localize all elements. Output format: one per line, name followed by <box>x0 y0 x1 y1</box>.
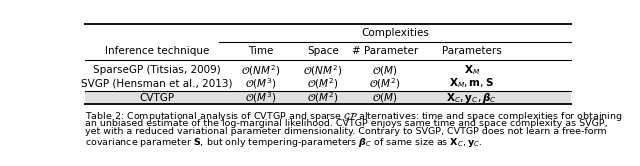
Text: SVGP (Hensman et al., 2013): SVGP (Hensman et al., 2013) <box>81 78 232 88</box>
Bar <box>85 91 571 104</box>
Text: # Parameter: # Parameter <box>352 46 418 56</box>
Text: $\mathcal{O}\left(M^2\right)$: $\mathcal{O}\left(M^2\right)$ <box>369 76 401 91</box>
Text: $\mathcal{O}\left(M\right)$: $\mathcal{O}\left(M\right)$ <box>372 64 398 77</box>
Text: $\mathcal{O}\left(M^2\right)$: $\mathcal{O}\left(M^2\right)$ <box>307 90 339 105</box>
Text: $\mathcal{O}\left(M^3\right)$: $\mathcal{O}\left(M^3\right)$ <box>245 90 276 105</box>
Text: $\mathbf{X}_M, \mathbf{m}, \mathbf{S}$: $\mathbf{X}_M, \mathbf{m}, \mathbf{S}$ <box>449 76 494 90</box>
Text: Time: Time <box>248 46 274 56</box>
Text: $\mathbf{X}_M$: $\mathbf{X}_M$ <box>464 64 480 77</box>
Text: $\mathbf{X}_C, \mathbf{y}_C, \boldsymbol{\beta}_C$: $\mathbf{X}_C, \mathbf{y}_C, \boldsymbol… <box>446 91 497 105</box>
Text: $\mathcal{O}\left(M\right)$: $\mathcal{O}\left(M\right)$ <box>372 91 398 104</box>
Text: Table 2: Computational analysis of CVTGP and sparse $\mathcal{GP}$ alternatives:: Table 2: Computational analysis of CVTGP… <box>85 110 623 123</box>
Text: $\mathcal{O}\left(NM^2\right)$: $\mathcal{O}\left(NM^2\right)$ <box>303 63 342 78</box>
Text: Space: Space <box>307 46 339 56</box>
Text: an unbiased estimate of the log-marginal likelihood. CVTGP enjoys same time and : an unbiased estimate of the log-marginal… <box>85 119 607 128</box>
Text: $\mathcal{O}\left(NM^2\right)$: $\mathcal{O}\left(NM^2\right)$ <box>241 63 281 78</box>
Text: Parameters: Parameters <box>442 46 502 56</box>
Text: $\mathcal{O}\left(M^2\right)$: $\mathcal{O}\left(M^2\right)$ <box>307 76 339 91</box>
Text: Complexities: Complexities <box>361 28 429 38</box>
Text: SparseGP (Titsias, 2009): SparseGP (Titsias, 2009) <box>93 65 221 75</box>
Text: covariance parameter $\mathbf{S}$, but only tempering-parameters $\boldsymbol{\b: covariance parameter $\mathbf{S}$, but o… <box>85 136 482 149</box>
Text: $\mathcal{O}\left(M^3\right)$: $\mathcal{O}\left(M^3\right)$ <box>245 76 276 91</box>
Text: yet with a reduced variational parameter dimensionality. Contrary to SVGP, CVTGP: yet with a reduced variational parameter… <box>85 127 607 136</box>
Text: Inference technique: Inference technique <box>105 46 209 56</box>
Text: CVTGP: CVTGP <box>140 93 175 103</box>
